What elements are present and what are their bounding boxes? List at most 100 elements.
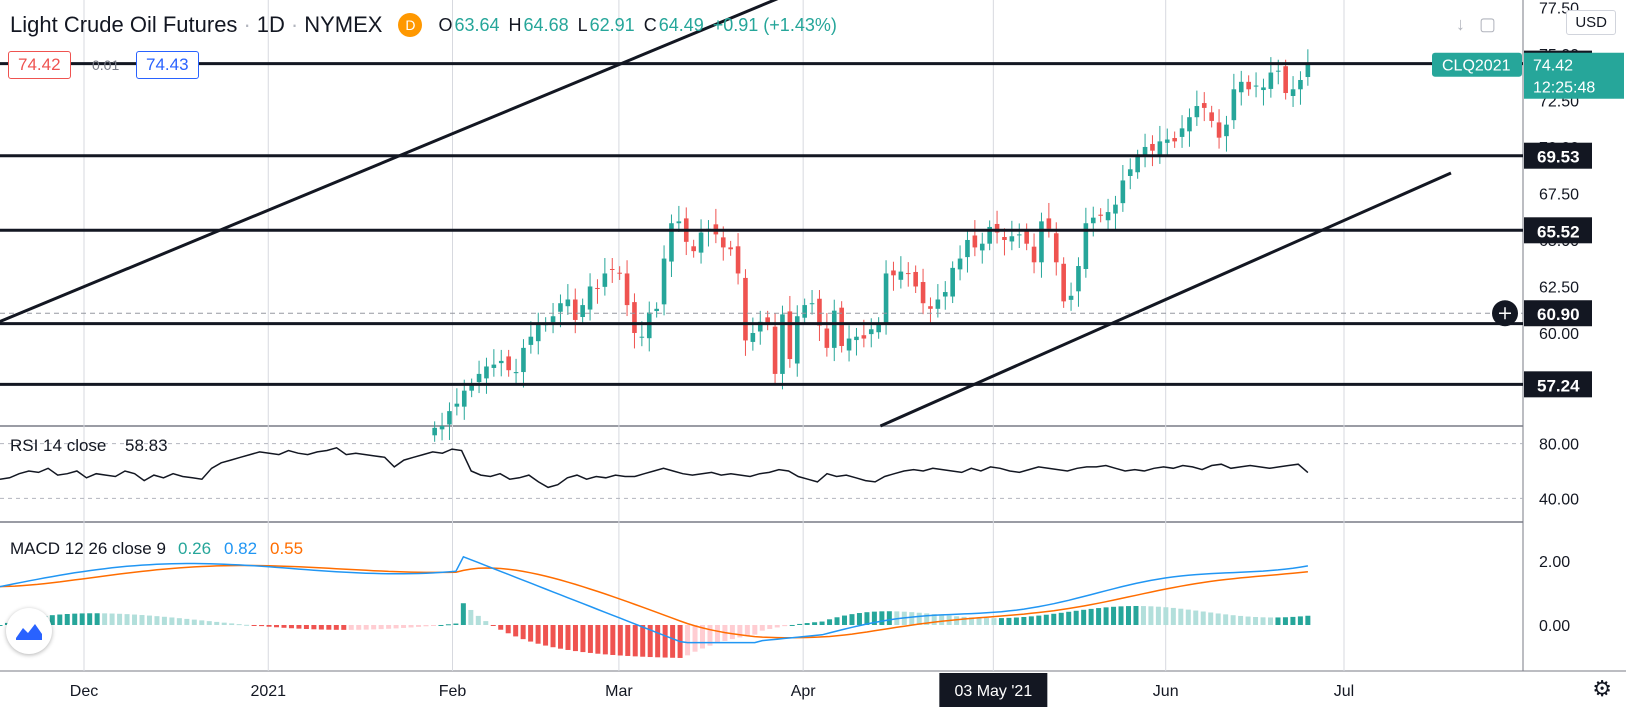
candle-body [883, 273, 889, 324]
gear-icon[interactable]: ⚙ [1592, 676, 1612, 701]
macd-histogram-bar [1066, 611, 1072, 625]
macd-histogram-bar [827, 619, 833, 625]
data-badge[interactable]: D [398, 13, 423, 37]
ohlc-values: O 63.64 H 64.68 L 62.91 C 64.49 +0.91 (+1.43… [438, 14, 837, 35]
macd-histogram-bar [1297, 616, 1303, 625]
macd-histogram-bar [752, 625, 758, 635]
candles-group [432, 49, 1311, 442]
candle-body [1053, 233, 1059, 263]
macd-histogram-bar [94, 613, 100, 625]
macd-histogram-bar [430, 625, 436, 626]
macd-histogram-bar [520, 625, 526, 640]
candle-body [454, 403, 460, 407]
macd-histogram-bar [602, 625, 608, 655]
time-tick-label: 2021 [250, 683, 286, 700]
interval-label[interactable]: 1D [256, 12, 285, 37]
rsi-tick-label: 40.00 [1539, 491, 1579, 508]
macd-histogram-bar [371, 625, 377, 630]
candle-body [735, 246, 741, 274]
macd-histogram-bar [326, 625, 332, 630]
candle-body [1268, 72, 1274, 89]
candle-body [1031, 246, 1037, 263]
candle-body [1157, 141, 1163, 156]
macd-histogram-bar [49, 615, 55, 625]
time-tick-label: Mar [605, 683, 633, 700]
macd-histogram-bar [871, 611, 877, 625]
macd-histogram-bar [856, 613, 862, 625]
candle-body [447, 411, 452, 425]
macd-histogram-bar [438, 624, 444, 626]
macd-line [0, 555, 1309, 644]
candle-body [698, 232, 704, 253]
candle-body [965, 239, 970, 258]
candle-body [957, 258, 963, 270]
sell-price[interactable]: 74.42 [8, 51, 71, 79]
macd-histogram-bar [1036, 615, 1042, 625]
rsi-line [0, 446, 1309, 489]
level-price-label-bg [1524, 371, 1592, 398]
candle-body [1164, 139, 1170, 143]
buy-button[interactable]: 74.43 [136, 50, 199, 80]
macd-histogram-bar [1111, 606, 1117, 625]
macd-histogram-bar [102, 613, 108, 625]
candle-body [432, 427, 437, 436]
macd-histogram-bar [1148, 606, 1154, 625]
symbol-name[interactable]: Light Crude Oil Futures [10, 12, 238, 37]
currency-selector[interactable]: USD [1566, 10, 1616, 35]
candle-body [987, 226, 992, 244]
macd-histogram-bar [57, 614, 63, 625]
macd-histogram-bar [109, 613, 115, 625]
macd-histogram-bar [1230, 615, 1236, 625]
level-price-label: 69.53 [1537, 148, 1580, 167]
macd-histogram-bar [1088, 608, 1094, 625]
candle-body [528, 336, 534, 345]
download-icon[interactable]: ↓ [1455, 14, 1465, 34]
candle-body [950, 267, 955, 297]
macd-histogram-bar [117, 613, 123, 625]
macd-histogram-bar [191, 619, 197, 625]
buy-price[interactable]: 74.43 [136, 51, 199, 79]
macd-histogram-bar [184, 618, 190, 625]
macd-histogram-bar [124, 614, 130, 625]
macd-histogram-bar [767, 625, 773, 629]
sell-button[interactable]: 74.42 [8, 50, 71, 80]
macd-histogram-bar [1096, 608, 1102, 625]
macd-histogram-bar [572, 625, 578, 652]
macd-histogram-bar [341, 625, 347, 630]
fullscreen-icon[interactable]: ▢ [1478, 14, 1496, 34]
candle-body [1068, 295, 1074, 300]
candle-body [839, 307, 844, 347]
macd-histogram-bar [782, 625, 788, 627]
candle-body [484, 366, 489, 379]
time-tick-label: Feb [439, 683, 467, 700]
time-highlight-bg [939, 673, 1048, 707]
candle-body [580, 305, 585, 317]
macd-histogram-bar [72, 613, 78, 625]
price-tick-label: 62.50 [1539, 279, 1579, 296]
candle-body [1150, 143, 1155, 151]
candle-body [1061, 263, 1066, 302]
macd-histogram-bar [1178, 608, 1184, 625]
macd-histogram-bar [1028, 616, 1034, 625]
macd-histogram-bar [961, 616, 967, 625]
candle-body [1261, 87, 1266, 91]
candle-body [565, 299, 571, 307]
candle-body [1224, 124, 1229, 137]
macd-value-label: 0.55 [270, 539, 303, 558]
candle-body [972, 235, 978, 248]
separator-dot: · [290, 12, 299, 37]
candle-body [728, 247, 733, 250]
change-value: +0.91 (+1.43%) [712, 14, 837, 35]
candle-body [898, 271, 904, 280]
candle-body [654, 308, 659, 312]
price-tick-label: 67.50 [1539, 186, 1579, 203]
macd-histogram-bar [565, 625, 571, 650]
rsi-tick-label: 80.00 [1539, 437, 1579, 454]
candle-body [1253, 85, 1259, 87]
macd-histogram-bar [161, 616, 167, 625]
macd-histogram-bar [348, 625, 354, 630]
macd-histogram-bar [759, 625, 765, 631]
candle-body [1127, 169, 1133, 176]
tradingview-logo-icon[interactable] [6, 608, 52, 654]
